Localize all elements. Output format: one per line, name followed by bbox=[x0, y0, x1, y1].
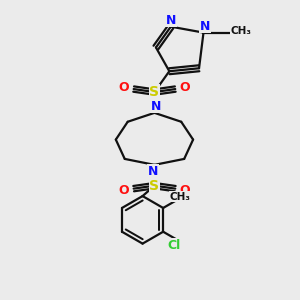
Text: O: O bbox=[179, 81, 190, 94]
Text: N: N bbox=[166, 14, 176, 27]
Text: O: O bbox=[179, 184, 190, 196]
Text: O: O bbox=[119, 81, 130, 94]
Text: CH₃: CH₃ bbox=[170, 192, 191, 202]
Text: N: N bbox=[151, 100, 161, 113]
Text: N: N bbox=[200, 20, 210, 33]
Text: O: O bbox=[119, 184, 130, 196]
Text: N: N bbox=[148, 165, 158, 178]
Text: S: S bbox=[149, 179, 160, 193]
Text: Cl: Cl bbox=[168, 239, 181, 252]
Text: CH₃: CH₃ bbox=[230, 26, 251, 36]
Text: S: S bbox=[149, 85, 160, 99]
